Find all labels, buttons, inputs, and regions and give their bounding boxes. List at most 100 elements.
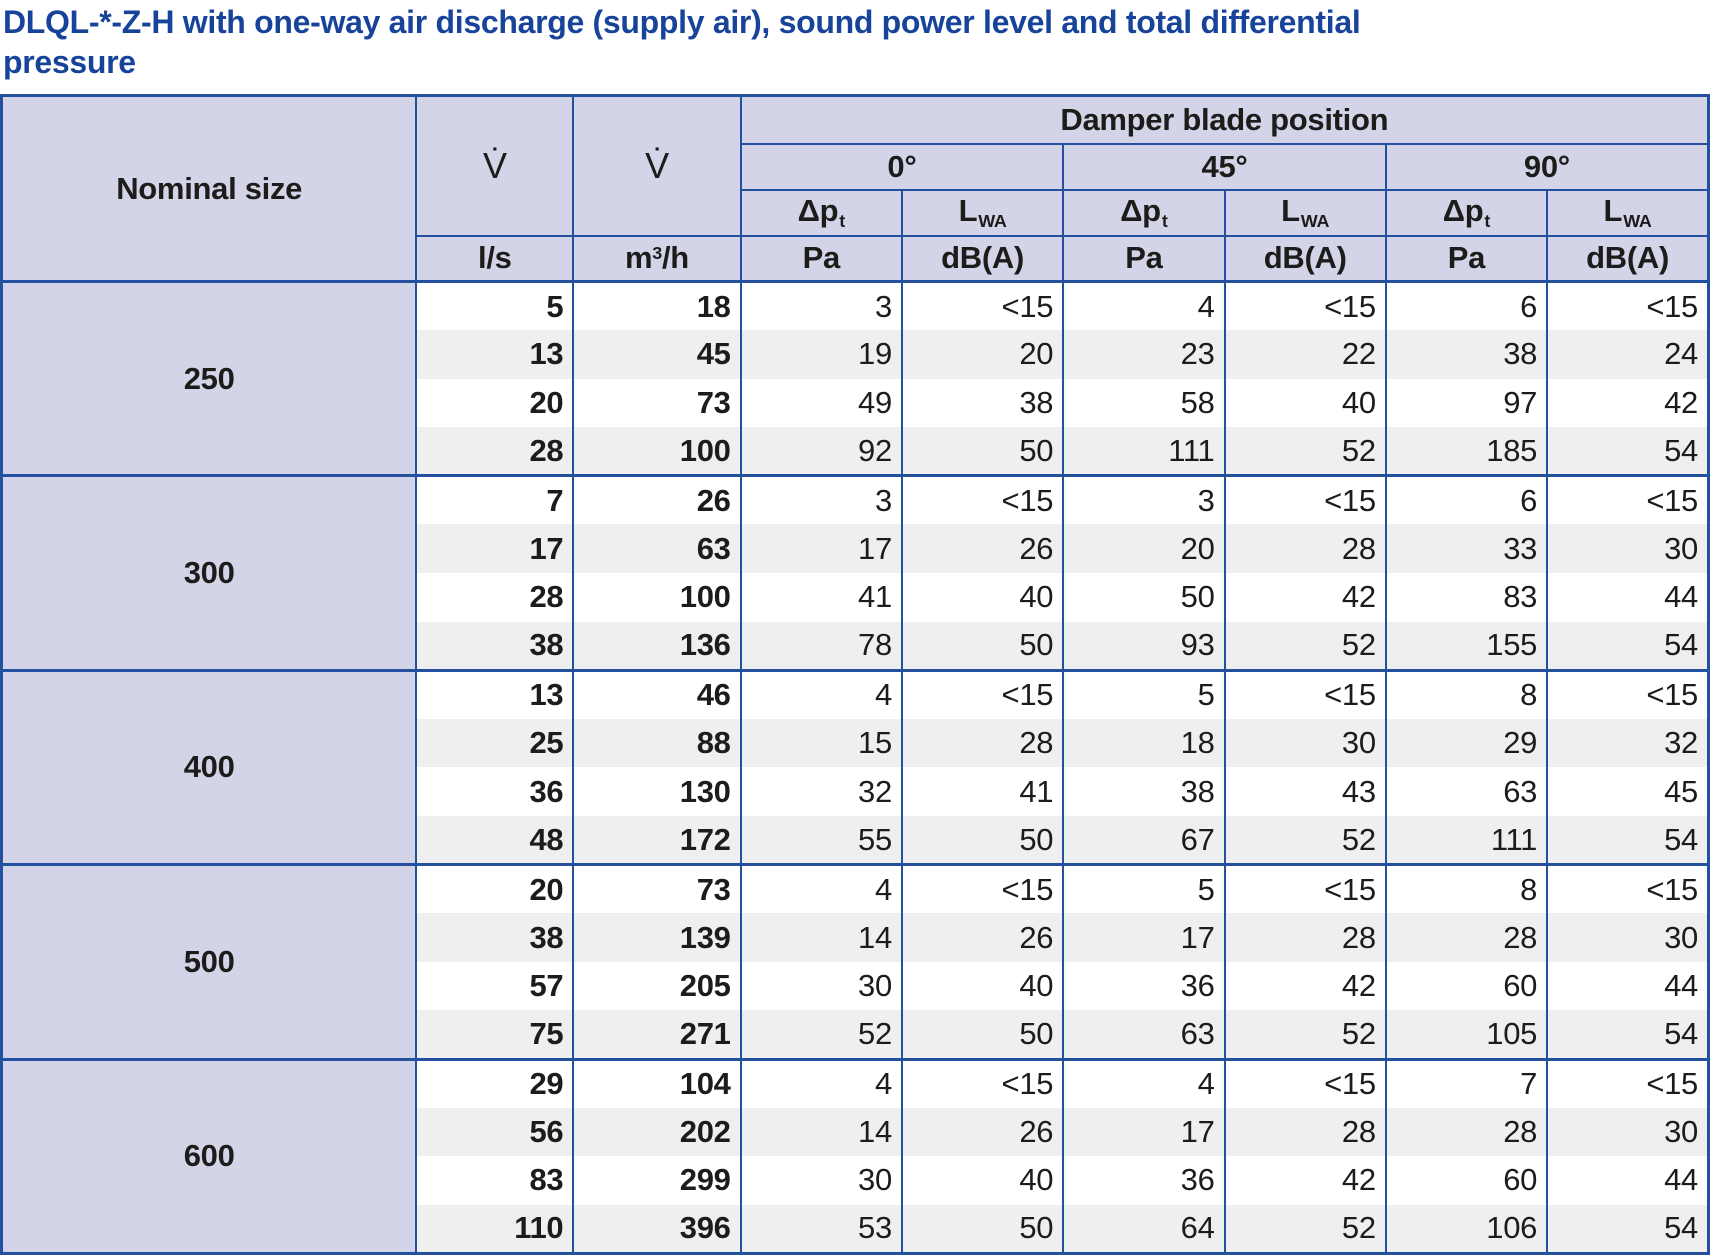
lwa-90deg-value: 54 bbox=[1546, 816, 1710, 865]
flow-ls-value: 13 bbox=[415, 668, 575, 719]
dpt-0deg-value: 4 bbox=[739, 668, 903, 719]
dpt-45deg-value: 5 bbox=[1062, 668, 1226, 719]
lwa-0deg-value: 50 bbox=[900, 816, 1065, 865]
lwa-0deg-value: 40 bbox=[900, 961, 1065, 1011]
dpt-0deg-value: 92 bbox=[739, 427, 903, 476]
unit-pa-0deg-header: Pa bbox=[739, 234, 903, 283]
dpt-90deg-value: 97 bbox=[1384, 378, 1549, 428]
flow-ls-value: 56 bbox=[415, 1107, 575, 1157]
lwa-0deg-value: 50 bbox=[900, 621, 1065, 671]
table-row: 38 139 14 26 17 28 28 30 bbox=[2, 913, 1710, 962]
flow-ls-value: 20 bbox=[415, 378, 575, 428]
flow-m3h-value: 73 bbox=[572, 863, 742, 914]
page-title-line-1: DLQL-*-Z-H with one-way air discharge (s… bbox=[3, 4, 1361, 40]
lwa-45deg-value: 28 bbox=[1223, 524, 1387, 574]
flow-m3h-value: 45 bbox=[572, 330, 742, 379]
lwa-90deg-value: <15 bbox=[1546, 863, 1710, 914]
flow-m3h-value: 26 bbox=[572, 474, 742, 525]
dpt-0deg-value: 41 bbox=[739, 573, 903, 622]
lwa-45deg-value: 52 bbox=[1223, 427, 1387, 476]
flow-ls-value: 48 bbox=[415, 816, 575, 865]
dpt-45deg-value: 17 bbox=[1062, 913, 1226, 962]
unit-dba-0deg-header: dB(A) bbox=[900, 234, 1065, 283]
lwa-90deg-value: 30 bbox=[1546, 1107, 1710, 1157]
lwa-0deg-header: LWA bbox=[900, 188, 1065, 237]
dpt-45deg-value: 58 bbox=[1062, 378, 1226, 428]
lwa-90deg-value: 44 bbox=[1546, 573, 1710, 622]
lwa-90deg-value: 54 bbox=[1546, 1010, 1710, 1059]
unit-dba-45deg-header: dB(A) bbox=[1223, 234, 1387, 283]
dpt-45deg-header: Δpt bbox=[1062, 188, 1226, 237]
flow-m3h-value: 73 bbox=[572, 378, 742, 428]
flow-m3h-value: 172 bbox=[572, 816, 742, 865]
flow-m3h-value: 18 bbox=[572, 280, 742, 331]
lwa-0deg-value: 40 bbox=[900, 573, 1065, 622]
dpt-0deg-value: 49 bbox=[739, 378, 903, 428]
table-row: 56 202 14 26 17 28 28 30 bbox=[2, 1107, 1710, 1157]
lwa-90deg-value: 42 bbox=[1546, 378, 1710, 428]
dpt-45deg-value: 4 bbox=[1062, 1057, 1226, 1108]
flow-m3h-value: 271 bbox=[572, 1010, 742, 1059]
flow-ls-value: 7 bbox=[415, 474, 575, 525]
lwa-90deg-value: 44 bbox=[1546, 1156, 1710, 1205]
dpt-45deg-value: 36 bbox=[1062, 1156, 1226, 1205]
table-row: 28 100 92 50 111 52 185 54 bbox=[2, 427, 1710, 476]
dpt-45deg-value: 50 bbox=[1062, 573, 1226, 622]
unit-pa-45deg-header: Pa bbox=[1062, 234, 1226, 283]
dpt-0deg-value: 14 bbox=[739, 1107, 903, 1157]
lwa-90deg-header: LWA bbox=[1546, 188, 1710, 237]
table-row: 110 396 53 50 64 52 106 54 bbox=[2, 1204, 1710, 1254]
lwa-45deg-value: 40 bbox=[1223, 378, 1387, 428]
dpt-45deg-value: 67 bbox=[1062, 816, 1226, 865]
dpt-90deg-value: 106 bbox=[1384, 1204, 1549, 1254]
lwa-90deg-value: <15 bbox=[1546, 280, 1710, 331]
table-header: Nominal size V̇ V̇ Damper blade position… bbox=[0, 94, 1710, 283]
table-row: 75 271 52 50 63 52 105 54 bbox=[2, 1010, 1710, 1059]
lwa-0deg-value: 20 bbox=[900, 330, 1065, 379]
dpt-90deg-value: 111 bbox=[1384, 816, 1549, 865]
lwa-45deg-value: <15 bbox=[1223, 474, 1387, 525]
dpt-45deg-value: 17 bbox=[1062, 1107, 1226, 1157]
nominal-size-header: Nominal size bbox=[0, 94, 418, 283]
dpt-90deg-value: 185 bbox=[1384, 427, 1549, 476]
flow-ls-value: 25 bbox=[415, 718, 575, 768]
dpt-0deg-value: 19 bbox=[739, 330, 903, 379]
lwa-45deg-value: <15 bbox=[1223, 280, 1387, 331]
lwa-45deg-header: LWA bbox=[1223, 188, 1387, 237]
flow-ls-value: 38 bbox=[415, 621, 575, 671]
lwa-90deg-value: 30 bbox=[1546, 524, 1710, 574]
dpt-90deg-value: 6 bbox=[1384, 280, 1549, 331]
lwa-0deg-value: 26 bbox=[900, 1107, 1065, 1157]
performance-table: Nominal size V̇ V̇ Damper blade position… bbox=[0, 94, 1710, 1255]
lwa-90deg-value: 24 bbox=[1546, 330, 1710, 379]
flow-ls-value: 38 bbox=[415, 913, 575, 962]
table-row: 400 13 46 4 <15 5 <15 8 <15 bbox=[0, 668, 1710, 865]
dpt-90deg-value: 60 bbox=[1384, 961, 1549, 1011]
flow-m3h-value: 396 bbox=[572, 1204, 742, 1254]
lwa-45deg-value: 42 bbox=[1223, 961, 1387, 1011]
lwa-45deg-value: 30 bbox=[1223, 718, 1387, 768]
flow-ls-value: 5 bbox=[415, 280, 575, 331]
nominal-size-value: 250 bbox=[0, 279, 418, 476]
header-row-angles: 0° 45° 90° bbox=[2, 142, 1710, 191]
lwa-90deg-value: <15 bbox=[1546, 668, 1710, 719]
dpt-45deg-value: 4 bbox=[1062, 280, 1226, 331]
flow-m3h-value: 100 bbox=[572, 573, 742, 622]
flow-symbol-m3h-header: V̇ bbox=[572, 94, 742, 237]
lwa-45deg-value: <15 bbox=[1223, 668, 1387, 719]
dpt-0deg-value: 3 bbox=[739, 280, 903, 331]
dpt-90deg-value: 105 bbox=[1384, 1010, 1549, 1059]
lwa-45deg-value: 42 bbox=[1223, 573, 1387, 622]
dpt-0deg-value: 4 bbox=[739, 863, 903, 914]
dpt-0deg-value: 30 bbox=[739, 961, 903, 1011]
dpt-90deg-value: 7 bbox=[1384, 1057, 1549, 1108]
lwa-45deg-value: <15 bbox=[1223, 863, 1387, 914]
dpt-90deg-value: 29 bbox=[1384, 718, 1549, 768]
dpt-90deg-value: 63 bbox=[1384, 767, 1549, 817]
dpt-90deg-value: 28 bbox=[1384, 913, 1549, 962]
lwa-0deg-value: 50 bbox=[900, 427, 1065, 476]
header-row-quantities: Δpt LWA Δpt LWA Δpt LWA bbox=[2, 188, 1710, 237]
lwa-0deg-value: 41 bbox=[900, 767, 1065, 817]
lwa-45deg-value: <15 bbox=[1223, 1057, 1387, 1108]
dpt-0deg-value: 17 bbox=[739, 524, 903, 574]
